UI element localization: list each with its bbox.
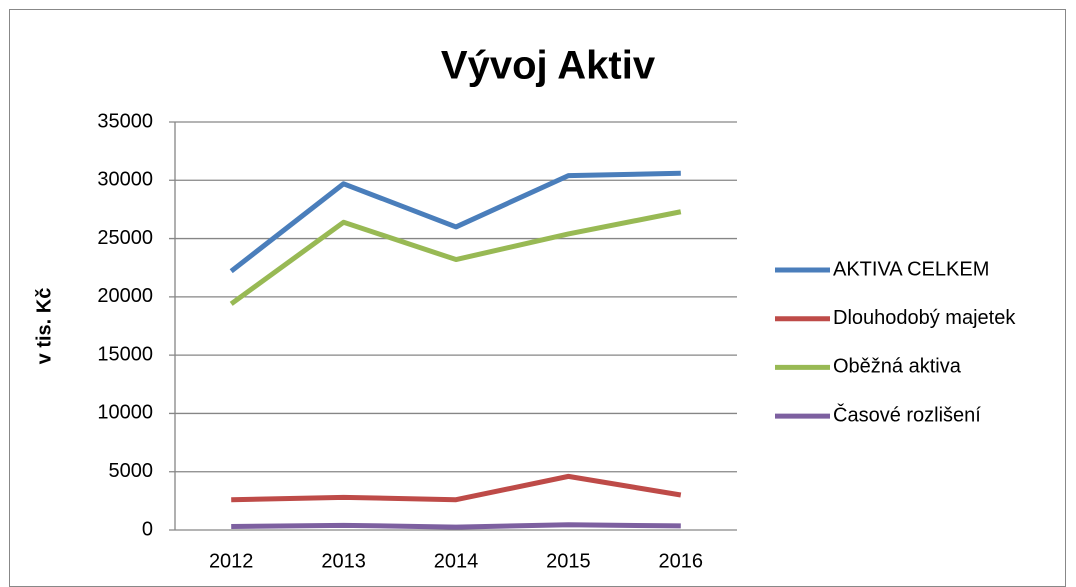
legend-label: Časové rozlišení — [833, 403, 981, 426]
series-line — [231, 522, 681, 530]
y-tick-label: 30000 — [97, 169, 153, 191]
y-tick-label: 25000 — [97, 227, 153, 249]
x-tick-label: 2013 — [321, 550, 366, 572]
y-tick-label: 35000 — [97, 110, 153, 132]
chart-border — [9, 9, 1066, 587]
y-tick-label: 5000 — [109, 460, 154, 482]
legend-label: Oběžná aktiva — [833, 356, 962, 378]
series-line — [231, 473, 682, 503]
y-tick-label: 15000 — [97, 343, 153, 365]
x-tick-label: 2014 — [434, 550, 479, 572]
y-tick-label: 0 — [142, 518, 153, 540]
x-tick-label: 2016 — [659, 550, 704, 572]
series-line — [229, 209, 682, 306]
y-tick-label: 20000 — [97, 285, 153, 307]
x-tick-label: 2015 — [546, 550, 591, 572]
y-axis-label: v tis. Kč — [33, 288, 55, 365]
legend-label: AKTIVA CELKEM — [833, 258, 989, 280]
x-tick-label: 2012 — [209, 550, 254, 572]
series-line — [229, 170, 681, 274]
y-tick-label: 10000 — [97, 402, 153, 424]
chart-title: Vývoj Aktiv — [441, 44, 656, 88]
legend-label: Dlouhodobý majetek — [833, 307, 1016, 329]
